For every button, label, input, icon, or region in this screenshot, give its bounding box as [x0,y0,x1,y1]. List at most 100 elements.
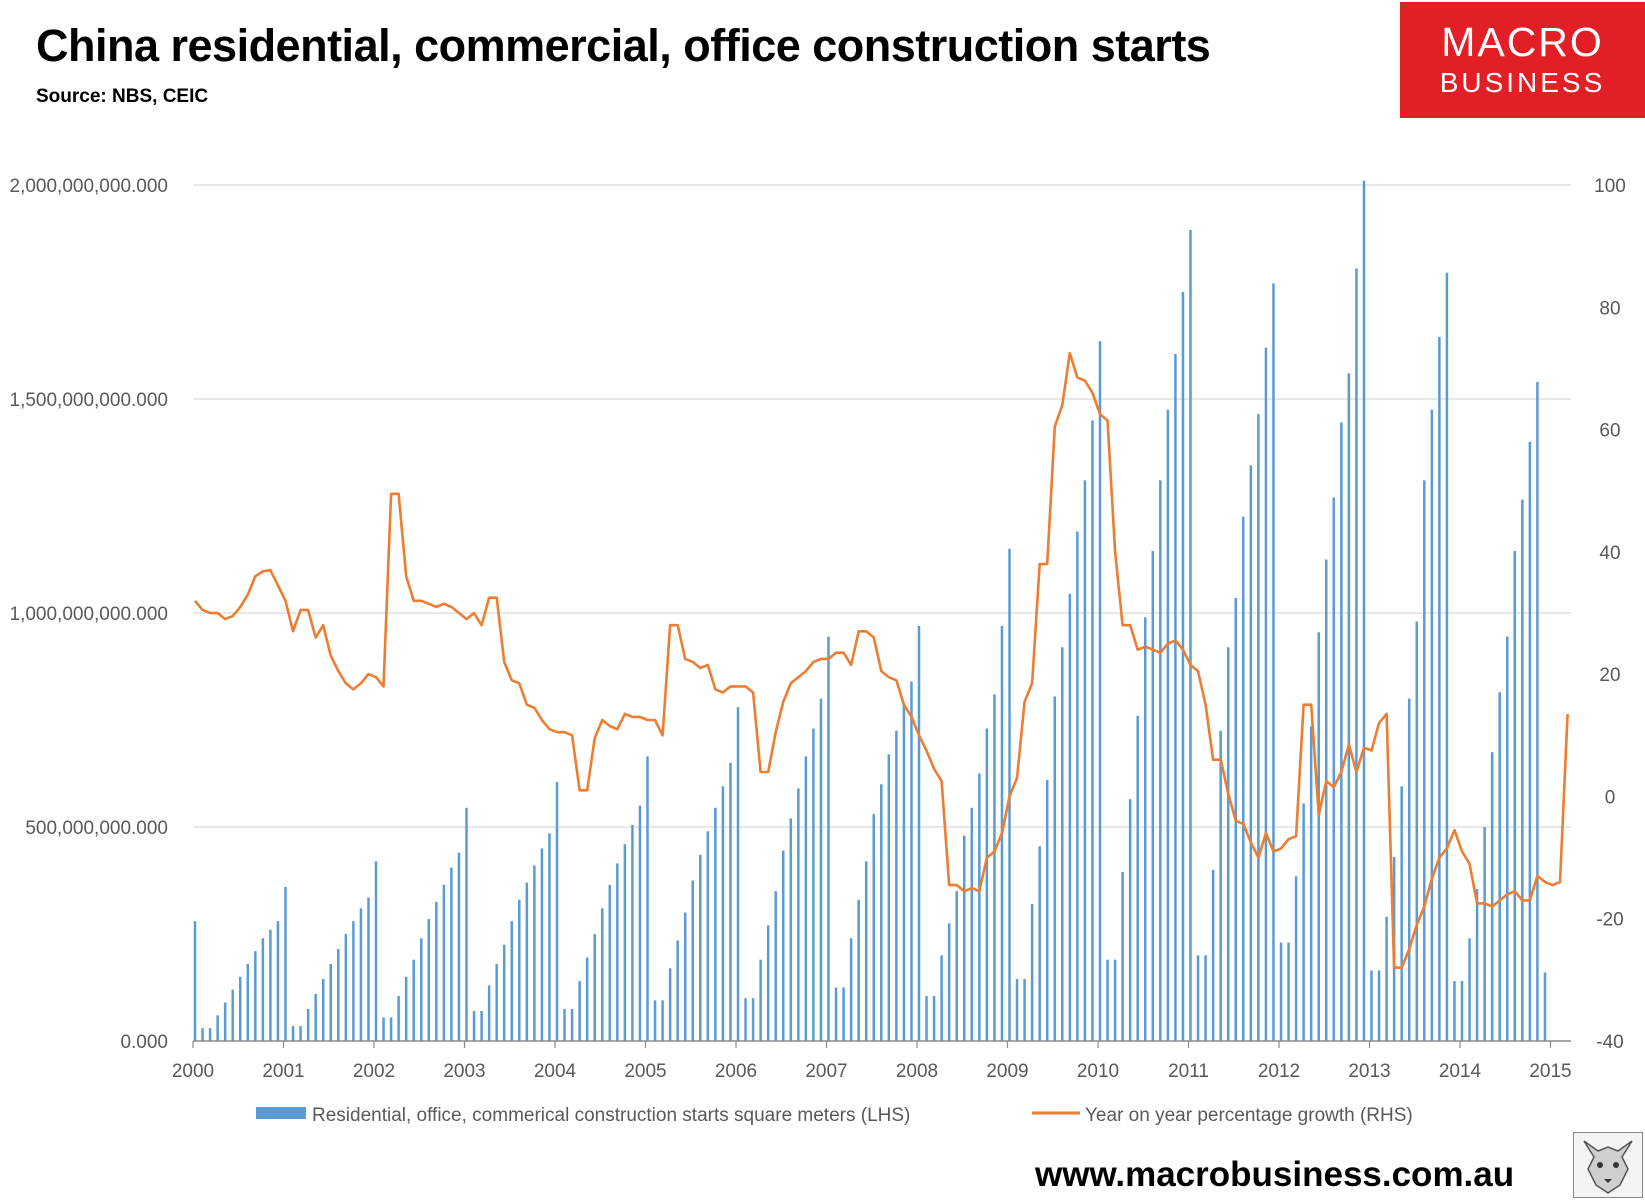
x-tick-label: 2013 [1348,1061,1390,1082]
bar [1264,347,1268,1041]
growth-line [193,351,1569,969]
bar [1061,647,1064,1041]
logo-line-business: BUSINESS [1439,67,1606,98]
bar [978,773,981,1041]
bar [1128,799,1132,1041]
bar [1430,409,1434,1041]
x-tick-label: 2003 [443,1061,485,1082]
bar [917,625,921,1041]
x-tick-label: 2005 [624,1061,666,1082]
bar [306,1008,310,1041]
bar [646,756,649,1041]
bar [525,882,529,1041]
legend-bar-label: Residential, office, commerical construc… [312,1105,910,1126]
bar [193,921,197,1041]
x-tick-label: 2010 [1077,1061,1119,1082]
bar [367,897,370,1041]
bar [420,938,423,1041]
bar [321,978,325,1041]
x-tick-label: 2002 [353,1061,395,1082]
bar [608,884,612,1041]
logo-line-macro: MACRO [1441,19,1604,65]
right-tick-label: 0 [1605,787,1616,808]
bar [359,908,363,1041]
bar [1242,516,1245,1041]
x-axis: 2000 2001 2002 2003 2004 2005 2006 2007 2008 2009… [172,1041,1572,1082]
bar [548,833,551,1041]
bar [1287,942,1290,1041]
bar [766,925,770,1041]
bar [1279,942,1283,1041]
x-tick-label: 2001 [262,1061,304,1082]
bar [812,728,815,1041]
left-axis: 0.000 500,000,000.000 1,000,000,000.000 1,5… [10,176,169,1053]
bar [593,934,596,1041]
bar [751,998,755,1041]
bar [1309,726,1313,1041]
bar [774,891,777,1041]
bar [1543,972,1547,1041]
chart-title: China residential, commercial, office co… [36,20,1211,71]
bar [450,867,453,1041]
bar [442,884,446,1041]
x-tick-label: 2014 [1439,1061,1482,1082]
bar [533,865,536,1041]
bar [1159,480,1162,1041]
bar [563,1008,566,1041]
bar [1438,336,1441,1041]
bar [1513,550,1517,1041]
bar [1166,409,1170,1041]
bar [895,730,898,1041]
bar [1068,593,1072,1041]
bar [1136,715,1139,1041]
bar [435,901,438,1041]
bar [1091,420,1094,1041]
left-tick-label: 500,000,000.000 [25,818,168,839]
bar [254,951,257,1041]
bar [269,929,272,1041]
bar [374,861,378,1041]
bar [1400,786,1403,1041]
bar [404,976,408,1041]
bar [880,784,883,1041]
bar [676,940,679,1041]
bar [276,921,280,1041]
right-axis: -40 -20 0 20 40 60 80 100 [1594,176,1626,1053]
bar [1483,827,1486,1041]
bar [1370,970,1373,1041]
bar [721,786,725,1041]
bar [284,886,287,1041]
bar [744,998,747,1041]
bar [502,944,506,1041]
left-tick-label: 0.000 [120,1032,168,1053]
bar [1181,292,1185,1041]
bar [457,852,461,1041]
bar [1377,970,1381,1041]
left-tick-label: 1,000,000,000.000 [10,604,169,625]
bar [1204,955,1207,1041]
bar [570,1008,574,1041]
bar [714,807,717,1041]
bar [480,1011,483,1041]
bar [932,996,936,1041]
bar [1445,272,1449,1041]
bar [397,996,400,1041]
bar [382,1017,385,1041]
left-tick-label: 1,500,000,000.000 [10,390,169,411]
bar [352,921,355,1041]
right-tick-label: -20 [1596,910,1623,931]
bar [1528,441,1532,1041]
wolf-mascot-image [1573,1132,1643,1198]
bar [1317,632,1320,1041]
x-tick-label: 2009 [986,1061,1028,1082]
bar [299,1026,302,1041]
bar [585,957,589,1041]
bar [601,908,604,1041]
bar [1521,499,1524,1042]
bar [216,1015,219,1041]
bar [857,899,860,1041]
x-tick-label: 2004 [534,1061,577,1082]
bar [223,1002,227,1041]
bar [231,989,234,1041]
bar [872,814,875,1041]
